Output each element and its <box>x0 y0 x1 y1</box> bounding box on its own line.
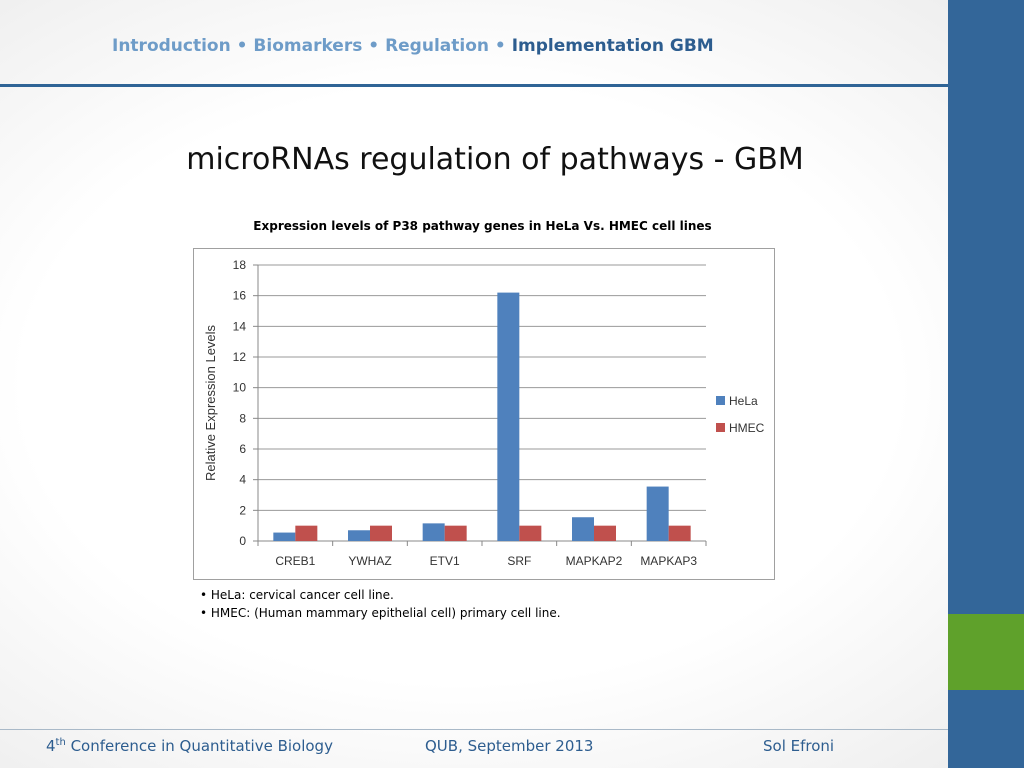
y-tick-label: 14 <box>233 319 247 333</box>
x-tick-label: SRF <box>507 554 531 568</box>
breadcrumb-separator: • <box>236 36 248 56</box>
footer-conference-name: Conference in Quantitative Biology <box>65 737 333 755</box>
y-tick-label: 0 <box>239 534 246 548</box>
bar-hela-ywhaz <box>348 530 370 541</box>
footer-conference-ordinal: th <box>55 737 66 748</box>
bar-chart: 0 2 4 6 8 10 12 14 16 18 CREB1 YWHAZ ETV1 SRF MAPKAP2 M… <box>203 258 765 568</box>
x-tick-label: MAPKAP2 <box>566 554 623 568</box>
footer-conference: 4th Conference in Quantitative Biology <box>46 737 333 755</box>
bar-hela-mapkap3 <box>646 486 669 541</box>
y-tick-label: 12 <box>233 350 247 364</box>
x-tick-label: YWHAZ <box>348 554 391 568</box>
breadcrumb-separator: • <box>494 36 506 56</box>
footer-conference-number: 4 <box>46 737 56 755</box>
breadcrumb-item-implementation-gbm[interactable]: Implementation GBM <box>511 36 714 56</box>
footer-venue: QUB, September 2013 <box>425 737 594 755</box>
note-hmec: • HMEC: (Human mammary epithelial cell) … <box>200 606 561 620</box>
y-axis-label: Relative Expression Levels <box>203 324 218 481</box>
legend-swatch-hela <box>716 396 725 405</box>
bar-hmec-ywhaz <box>370 525 392 541</box>
bar-hela-creb1 <box>273 532 296 541</box>
legend-label-hela: HeLa <box>729 394 758 408</box>
bar-hmec-creb1 <box>295 525 318 541</box>
header-divider <box>0 84 948 87</box>
footer-author: Sol Efroni <box>763 737 835 755</box>
y-tick-label: 10 <box>233 381 247 395</box>
breadcrumb-item-introduction[interactable]: Introduction <box>112 36 231 56</box>
bar-hela-srf <box>497 292 520 541</box>
breadcrumb-separator: • <box>368 36 380 56</box>
footer-divider <box>0 729 948 730</box>
x-tick-label: MAPKAP3 <box>640 554 697 568</box>
bar-hmec-mapkap2 <box>594 525 616 541</box>
x-tick-label: ETV1 <box>430 554 460 568</box>
legend-label-hmec: HMEC <box>729 421 765 435</box>
chart-frame: 0 2 4 6 8 10 12 14 16 18 CREB1 YWHAZ ETV1 SRF MAPKAP2 M… <box>193 248 775 580</box>
x-tick-label: CREB1 <box>275 554 315 568</box>
breadcrumb-item-biomarkers[interactable]: Biomarkers <box>253 36 363 56</box>
y-tick-label: 8 <box>239 411 246 425</box>
y-tick-label: 4 <box>239 473 246 487</box>
notes-list: • HeLa: cervical cancer cell line. • HME… <box>200 586 561 622</box>
note-hela: • HeLa: cervical cancer cell line. <box>200 588 394 602</box>
bar-hela-mapkap2 <box>572 517 594 541</box>
breadcrumb-item-regulation[interactable]: Regulation <box>385 36 489 56</box>
y-tick-label: 18 <box>233 258 247 272</box>
bar-hmec-mapkap3 <box>668 525 691 541</box>
right-green-block <box>948 614 1024 690</box>
y-tick-label: 2 <box>239 503 246 517</box>
legend-swatch-hmec <box>716 423 725 432</box>
breadcrumb: Introduction • Biomarkers • Regulation •… <box>112 36 714 56</box>
y-tick-label: 16 <box>233 289 247 303</box>
bar-hela-etv1 <box>422 523 445 541</box>
y-tick-label: 6 <box>239 442 246 456</box>
bar-hmec-srf <box>519 525 542 541</box>
chart-title: Expression levels of P38 pathway genes i… <box>253 219 712 233</box>
bar-hmec-etv1 <box>444 525 467 541</box>
slide-title: microRNAs regulation of pathways - GBM <box>186 142 804 177</box>
